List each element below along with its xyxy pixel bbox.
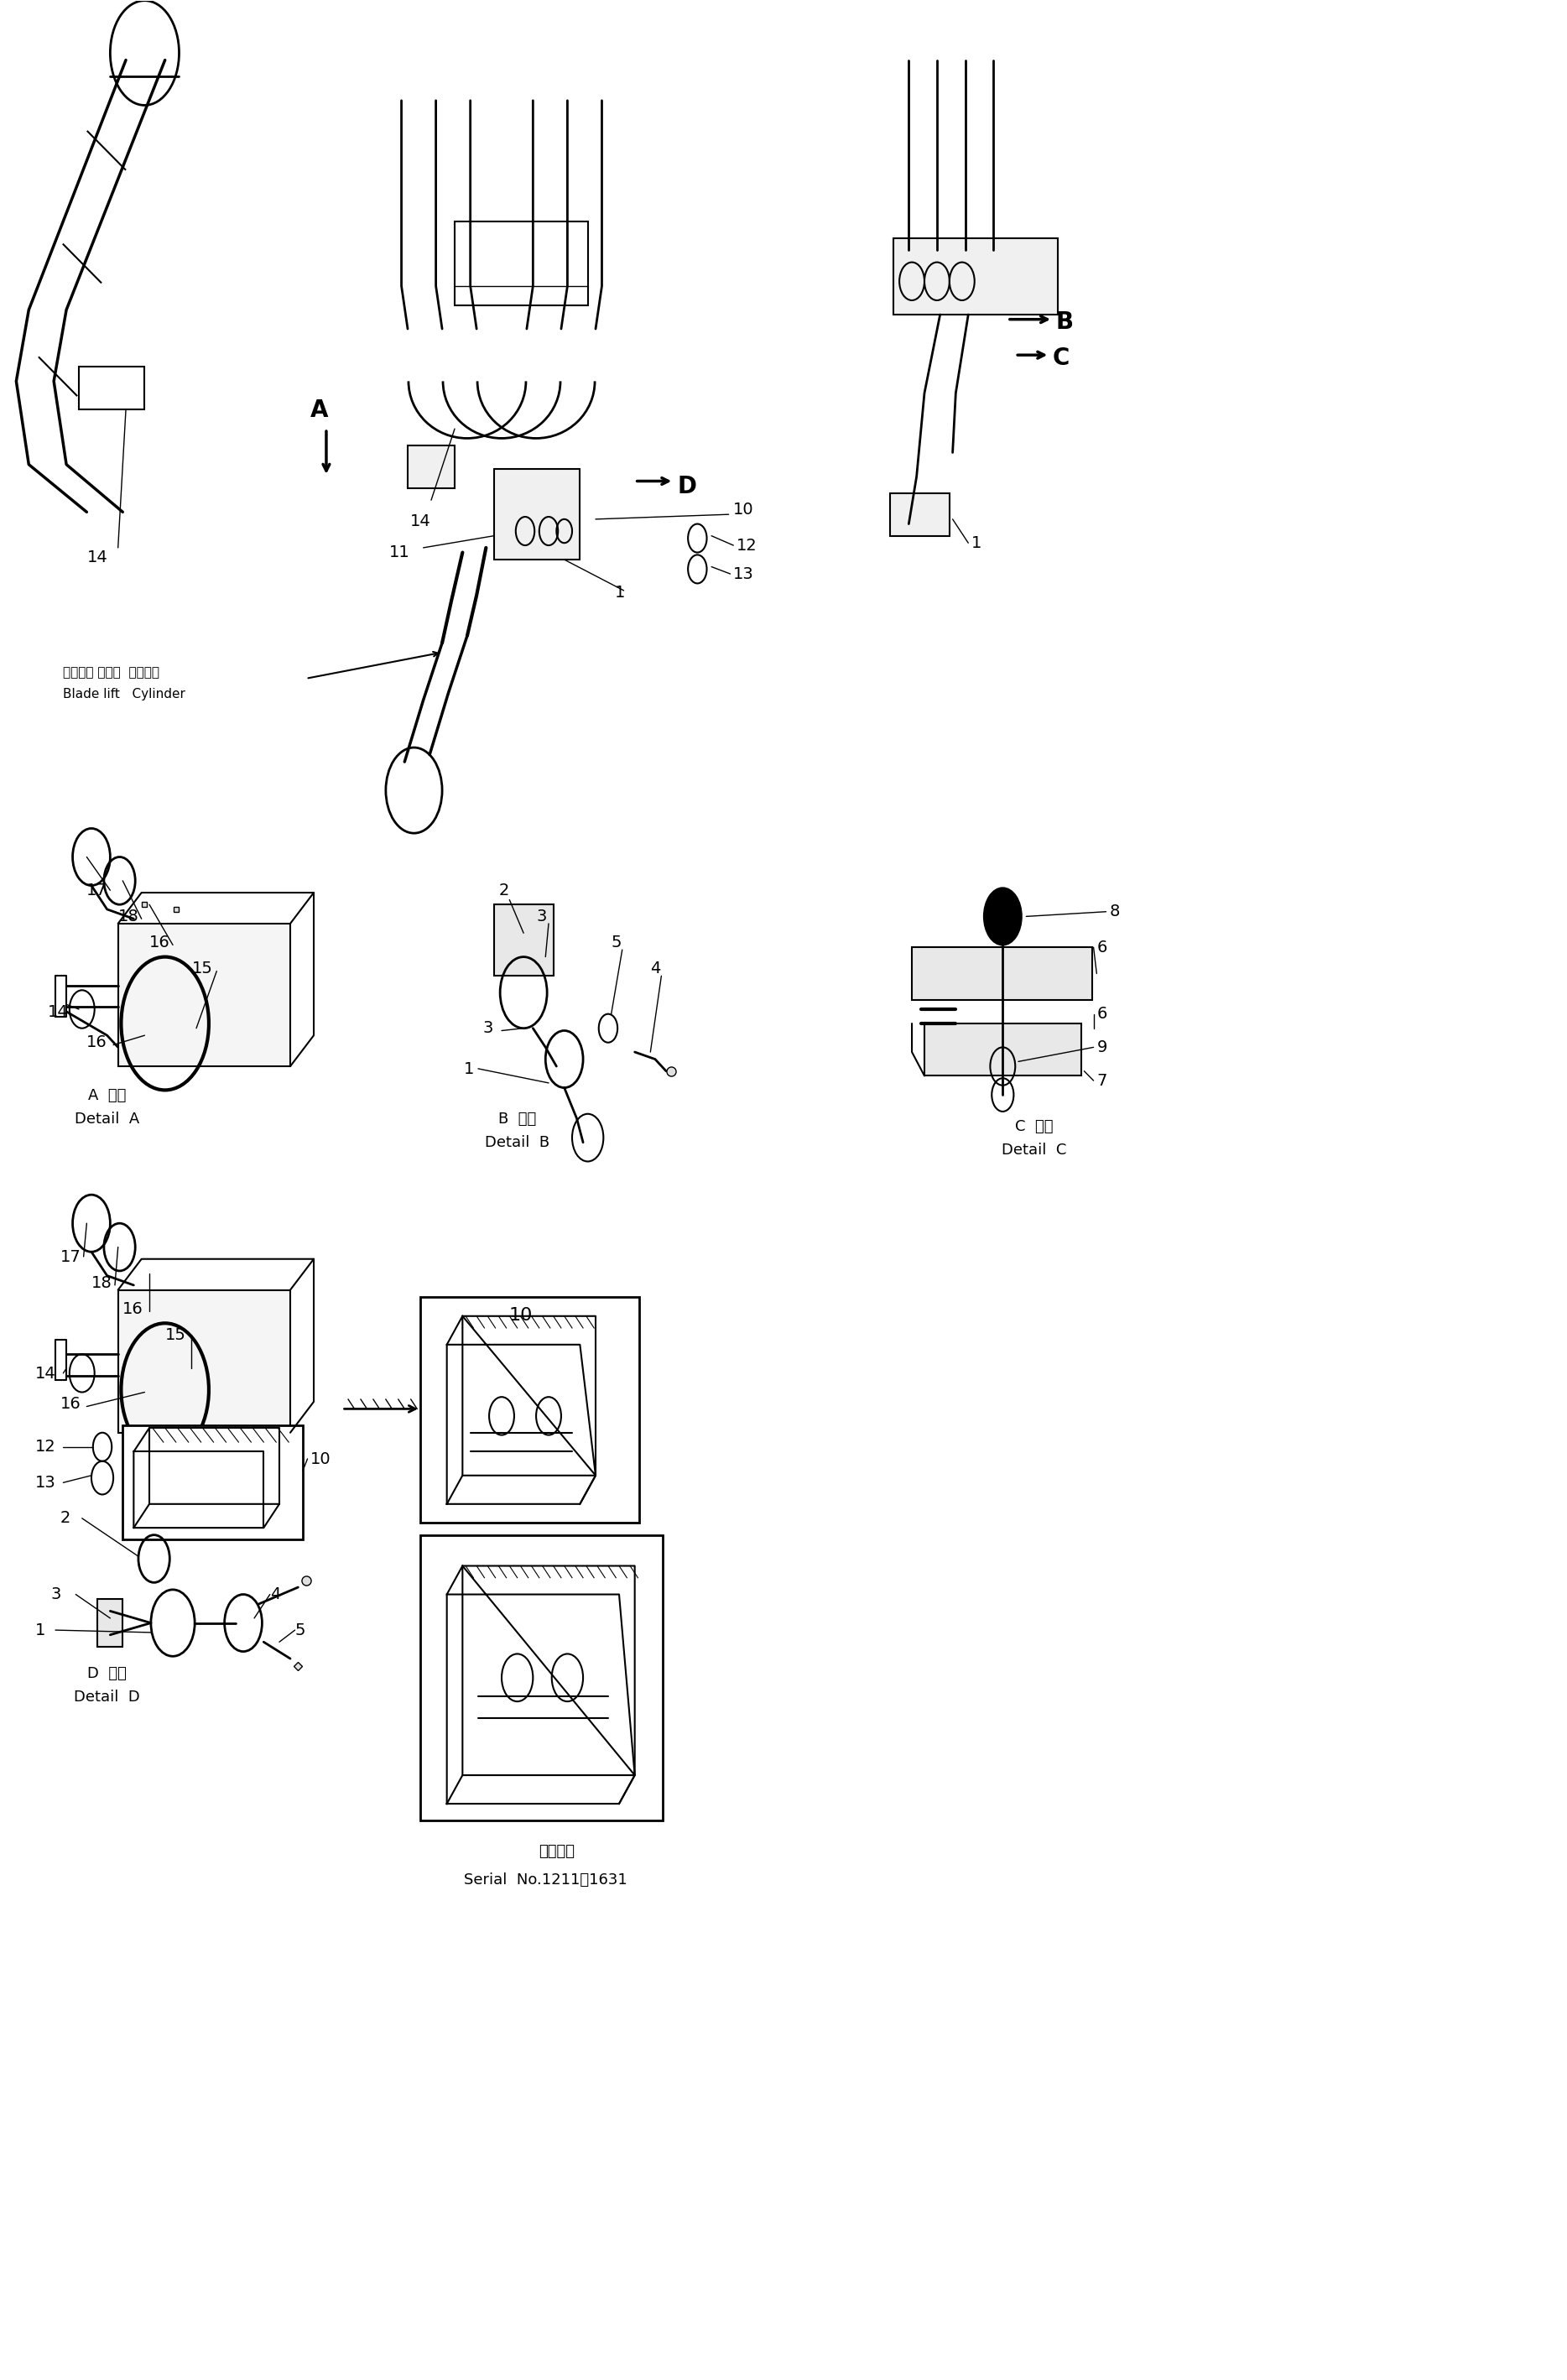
Text: 7: 7 [1097,1073,1106,1088]
Text: Detail  D: Detail D [74,1690,139,1704]
Text: 18: 18 [91,1276,113,1290]
Bar [118,923,290,1066]
Text: 17: 17 [60,1250,81,1264]
Bar [118,1290,290,1433]
Text: 6: 6 [1097,1007,1106,1021]
Text: 1: 1 [464,1061,475,1076]
Text: 13: 13 [733,566,754,583]
Text: 11: 11 [389,545,409,562]
Text: 10: 10 [733,502,754,519]
Circle shape [984,888,1022,945]
Text: D  詳細: D 詳細 [88,1666,127,1680]
Text: 1: 1 [614,585,625,602]
Text: 8: 8 [1109,904,1119,919]
Bar [890,493,950,536]
Text: 2: 2 [60,1511,71,1526]
Text: 15: 15 [165,1328,186,1342]
Text: 16: 16 [86,1035,108,1050]
Bar [454,221,588,305]
Text: 適用号機: 適用号機 [539,1845,575,1859]
Text: 4: 4 [650,962,661,976]
Text: 14: 14 [88,550,108,566]
Bar [420,1535,663,1821]
Text: B: B [1056,309,1073,333]
Text: Detail  C: Detail C [1001,1142,1067,1157]
Text: 10: 10 [509,1307,533,1323]
Text: 13: 13 [34,1476,56,1490]
Bar [494,904,553,976]
Text: C: C [1053,345,1070,369]
Text: 4: 4 [270,1587,280,1602]
Bar [97,1599,122,1647]
Text: 10: 10 [310,1452,331,1466]
Text: D: D [677,474,696,497]
Text: 9: 9 [1097,1040,1106,1054]
Text: 3: 3 [483,1021,494,1035]
Text: 1: 1 [34,1623,45,1637]
Text: 12: 12 [736,538,757,555]
Text: 16: 16 [122,1302,144,1316]
Text: A: A [310,397,329,421]
Text: Detail  B: Detail B [484,1135,550,1150]
Text: B  詳細: B 詳細 [498,1111,536,1126]
Text: 14: 14 [34,1366,56,1380]
Bar [925,1023,1081,1076]
Bar [122,1426,302,1540]
Text: Serial  No.1211～1631: Serial No.1211～1631 [464,1873,627,1887]
Text: 12: 12 [34,1440,56,1454]
Text: 17: 17 [86,883,108,897]
Text: A  詳細: A 詳細 [88,1088,125,1102]
Text: 6: 6 [1097,940,1106,954]
Text: 5: 5 [295,1623,306,1637]
Text: 5: 5 [611,935,622,950]
Text: 15: 15 [191,962,213,976]
Text: Detail  A: Detail A [75,1111,139,1126]
Text: 18: 18 [118,909,139,923]
Bar [407,445,454,488]
Text: 1: 1 [972,536,983,552]
Bar [494,469,580,559]
Text: 14: 14 [47,1004,69,1019]
Text: ブレード リフト  シリンダ: ブレード リフト シリンダ [63,666,160,678]
Text: 14: 14 [411,514,431,531]
Bar [912,947,1092,1000]
Text: 3: 3 [536,909,547,923]
Bar [420,1297,639,1523]
Text: 16: 16 [60,1397,81,1411]
Text: 3: 3 [50,1587,61,1602]
Bar [78,367,144,409]
Text: C  詳細: C 詳細 [1015,1119,1053,1133]
Text: 16: 16 [149,935,171,950]
Text: Blade lift   Cylinder: Blade lift Cylinder [63,688,185,700]
Text: 2: 2 [498,883,509,897]
Bar [893,238,1058,314]
